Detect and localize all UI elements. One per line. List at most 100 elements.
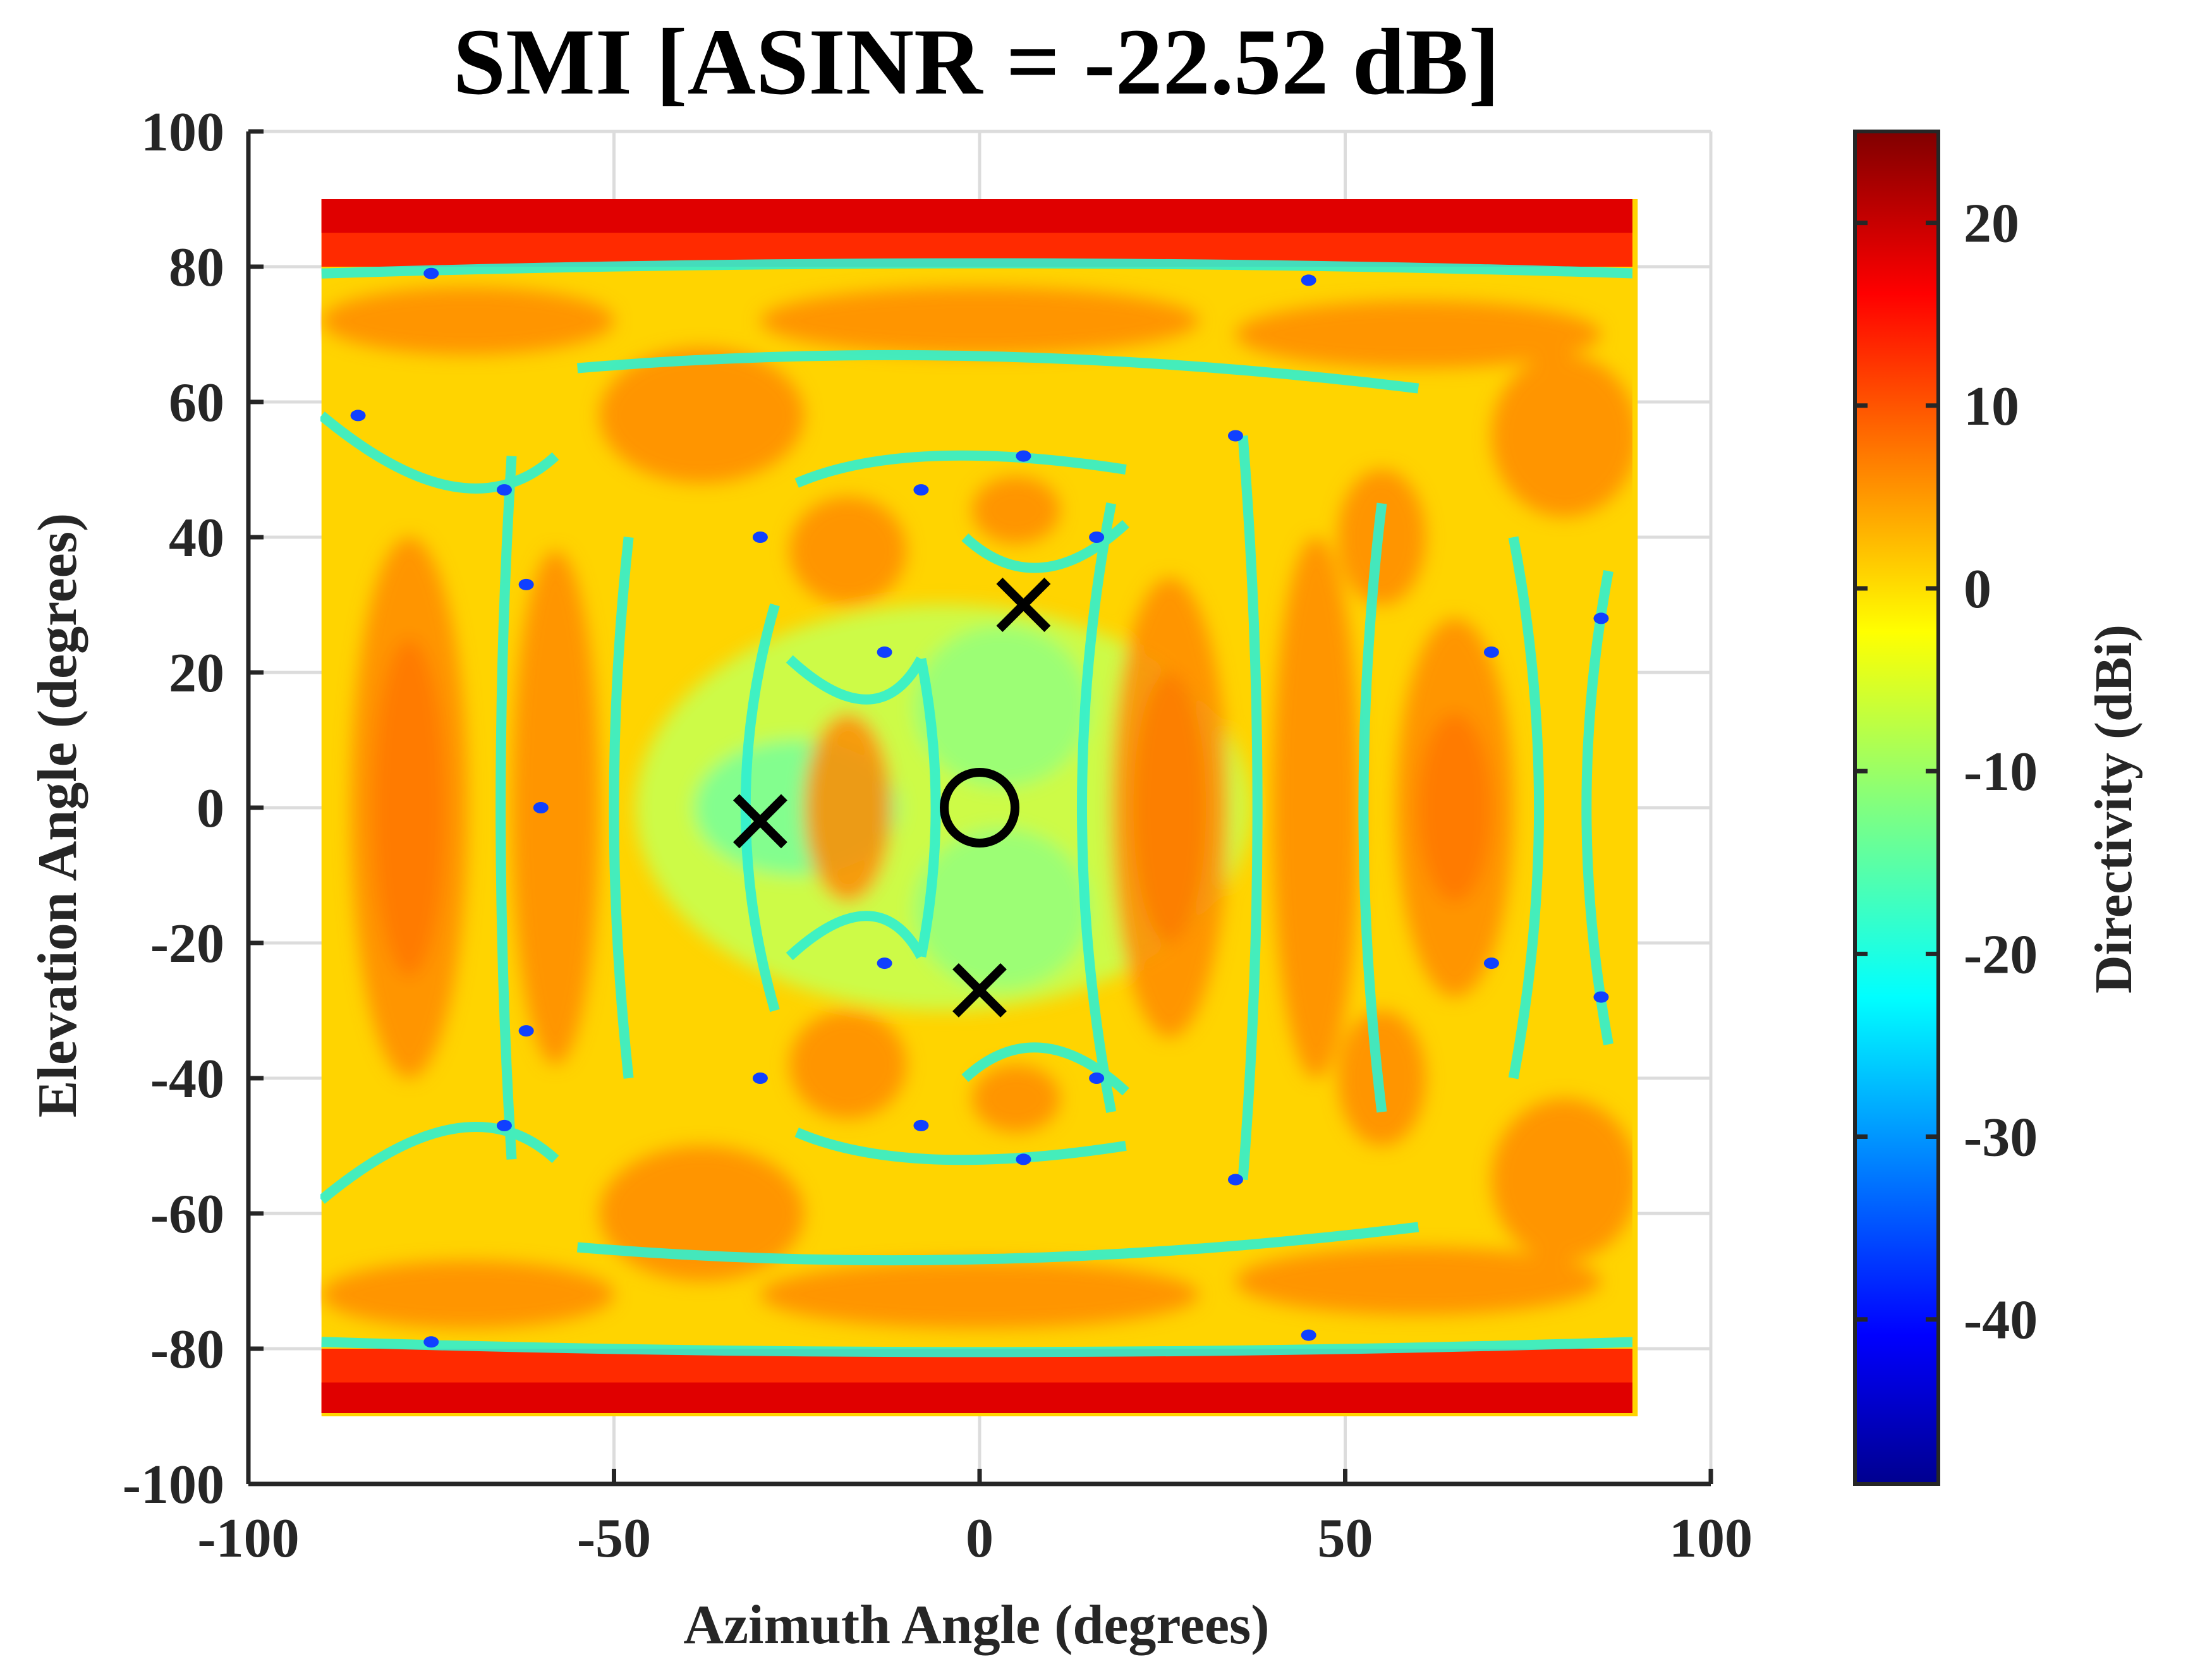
deep-null-point (1301, 274, 1316, 286)
null-contour (495, 456, 517, 1160)
null-contour (320, 1122, 559, 1204)
null-contour (320, 411, 559, 494)
deep-null-point (496, 484, 512, 496)
heatmap-lobe (972, 476, 1060, 544)
null-contour (1358, 502, 1387, 1113)
deep-null-point (1593, 612, 1609, 624)
null-contour (1237, 435, 1263, 1181)
heatmap-lobe (321, 1260, 614, 1328)
y-tick-label: -80 (150, 1319, 224, 1380)
cross-stroke (996, 578, 1051, 632)
deep-null-point (1227, 1174, 1243, 1186)
heatmap-image (320, 199, 1638, 1416)
colorbar-tick-label: -10 (1964, 741, 2038, 803)
heatmap-lobe (511, 550, 600, 1065)
y-tick-label: -60 (150, 1184, 224, 1245)
heatmap-lobe (760, 1260, 1200, 1328)
heatmap-top-band-core (321, 199, 1632, 233)
deep-null-point (1301, 1329, 1316, 1341)
colorbar-tick-label: -20 (1964, 924, 2038, 985)
deep-null-point (423, 1336, 439, 1348)
y-tick-label: 20 (169, 643, 224, 704)
y-tick-label: 80 (169, 237, 224, 298)
y-tick-label: 40 (169, 507, 224, 569)
null-contour (961, 520, 1129, 573)
deep-null-point (1016, 1153, 1031, 1165)
y-tick-label: -20 (150, 913, 224, 975)
heatmap-lobe (1272, 537, 1360, 1078)
deep-null-point (423, 267, 439, 279)
colorbar-tick-label: -30 (1964, 1107, 2038, 1169)
deep-null-point (877, 646, 892, 658)
x-tick-label: 50 (1318, 1508, 1373, 1569)
heatmap-deep-nulls (350, 267, 1609, 1348)
deep-null-point (752, 532, 768, 543)
deep-null-point (877, 957, 892, 969)
cross-stroke (732, 794, 787, 849)
null-contour (321, 1337, 1632, 1358)
colorbar-tick-label: 10 (1964, 376, 2019, 437)
heatmap-lobe (760, 287, 1200, 355)
heatmap-lobe (913, 828, 1090, 990)
null-contour (786, 911, 926, 961)
y-tick-label: 60 (169, 372, 224, 434)
x-tick-label: 0 (966, 1508, 994, 1569)
null-contour (961, 1042, 1129, 1096)
interference-cross-marker (732, 794, 787, 849)
x-axis-label: Azimuth Angle (degrees) (683, 1595, 1269, 1656)
heatmap-lobe (599, 1146, 805, 1281)
null-contour (609, 537, 634, 1079)
heatmap-lobe (321, 287, 614, 355)
x-tick-label: -100 (197, 1508, 299, 1569)
deep-null-point (1483, 646, 1499, 658)
deep-null-point (1089, 532, 1105, 543)
null-contour (786, 655, 926, 705)
heatmap-lobe (1133, 672, 1206, 943)
x-tick-label: 100 (1669, 1508, 1753, 1569)
deep-null-point (1016, 450, 1031, 462)
colorbar-swatch (1853, 130, 1940, 1486)
colorbar-tick-label: -40 (1964, 1290, 2038, 1351)
heatmap-bottom-band-core (321, 1382, 1632, 1413)
heatmap-lobe (913, 625, 1090, 787)
deep-null-point (533, 802, 549, 813)
y-tick-label: -100 (123, 1454, 224, 1516)
heatmap-lobe (1418, 713, 1492, 902)
deep-null-point (518, 578, 534, 590)
heatmap-lobe (804, 713, 892, 902)
deep-null-point (518, 1025, 534, 1037)
plot-axes: -100 -50 0 50 100 -100 -80 -60 -40 -20 0 20 40 60 80 10… (123, 102, 1753, 1569)
interference-cross-marker (996, 578, 1051, 632)
chart-title: SMI [ASINR = -22.52 dB] (453, 9, 1500, 114)
heatmap-lobe (372, 638, 446, 977)
colorbar-tick-label: 20 (1964, 193, 2019, 255)
null-contour (794, 1127, 1127, 1165)
signal-markers (732, 578, 1051, 1018)
null-contour (576, 349, 1419, 394)
null-contour (1581, 570, 1613, 1045)
deep-null-point (350, 410, 366, 422)
colorbar-tick-label: 0 (1964, 559, 1991, 620)
deep-null-point (1593, 991, 1609, 1003)
heatmap-lobe (1491, 1098, 1632, 1261)
heatmap-lobes (321, 287, 1632, 1328)
deep-null-point (1089, 1073, 1105, 1084)
deep-null-point (1483, 957, 1499, 969)
null-contour (321, 258, 1632, 279)
heatmap-lobe (1491, 355, 1632, 517)
null-contour (1508, 536, 1545, 1079)
heatmap-lobe (1235, 300, 1601, 368)
interference-cross-marker (952, 963, 1007, 1018)
heatmap-lobe (972, 1064, 1060, 1133)
heatmap-null-contours (320, 258, 1632, 1358)
heatmap-features (320, 199, 1632, 1413)
heatmap-lobe (1235, 1247, 1601, 1315)
null-contour (576, 1222, 1419, 1266)
null-contour (794, 450, 1127, 488)
heatmap-lobe (599, 348, 805, 483)
deep-null-point (913, 1119, 929, 1131)
null-contour (916, 658, 941, 957)
x-tick-label: -50 (577, 1508, 651, 1569)
y-tick-label: 0 (197, 778, 224, 839)
